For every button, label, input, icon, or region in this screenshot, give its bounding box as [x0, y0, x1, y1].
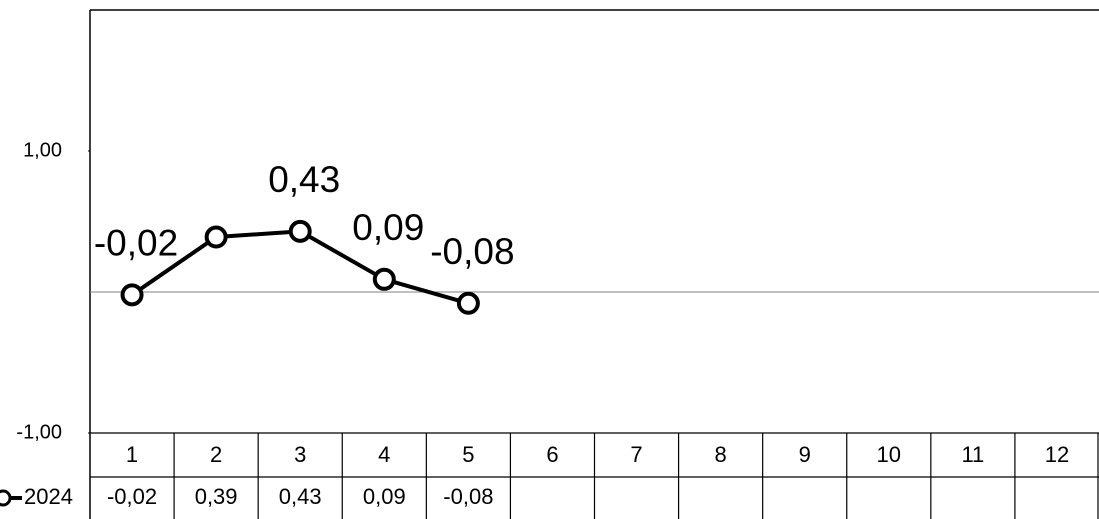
point-marker [120, 283, 144, 307]
x-tick-label: 2 [210, 442, 222, 467]
x-tick-label: 3 [294, 442, 306, 467]
y-tick-label: -1,00 [16, 421, 62, 443]
data-label: -0,02 [94, 223, 178, 264]
x-tick-label: 10 [877, 442, 901, 467]
table-value: 0,39 [195, 484, 238, 509]
point-marker [288, 219, 312, 243]
legend-marker [0, 489, 12, 507]
table-value: -0,08 [443, 484, 493, 509]
point-marker [456, 291, 480, 315]
y-tick-label: 1,00 [23, 139, 62, 161]
table-value: 0,43 [279, 484, 322, 509]
table-value: -0,02 [107, 484, 157, 509]
x-tick-label: 6 [546, 442, 558, 467]
x-tick-label: 12 [1045, 442, 1069, 467]
table-value: 0,09 [363, 484, 406, 509]
x-tick-label: 7 [630, 442, 642, 467]
data-label: -0,08 [430, 231, 514, 272]
x-tick-label: 1 [126, 442, 138, 467]
x-tick-label: 8 [715, 442, 727, 467]
x-tick-label: 5 [462, 442, 474, 467]
x-tick-label: 4 [378, 442, 390, 467]
legend-label: 2024 [24, 484, 73, 509]
data-label: 0,43 [268, 159, 340, 200]
point-marker [372, 267, 396, 291]
point-marker [204, 225, 228, 249]
data-label: 0,09 [352, 207, 424, 248]
x-tick-label: 11 [961, 442, 984, 467]
x-tick-label: 9 [799, 442, 811, 467]
